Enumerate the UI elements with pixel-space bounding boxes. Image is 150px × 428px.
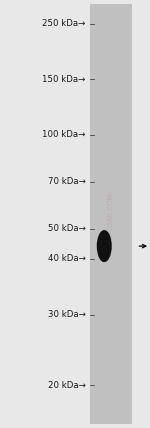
Ellipse shape	[97, 230, 112, 262]
Text: 150 kDa→: 150 kDa→	[42, 74, 86, 84]
Text: 250 kDa→: 250 kDa→	[42, 19, 86, 28]
Text: 100 kDa→: 100 kDa→	[42, 130, 86, 140]
Text: 40 kDa→: 40 kDa→	[48, 254, 85, 264]
Text: 70 kDa→: 70 kDa→	[48, 177, 85, 187]
Text: 20 kDa→: 20 kDa→	[48, 380, 85, 390]
Text: 30 kDa→: 30 kDa→	[48, 310, 85, 319]
Text: www.PTGAB.COM: www.PTGAB.COM	[108, 192, 114, 253]
Text: 50 kDa→: 50 kDa→	[48, 224, 85, 234]
Bar	[90, 4, 132, 424]
